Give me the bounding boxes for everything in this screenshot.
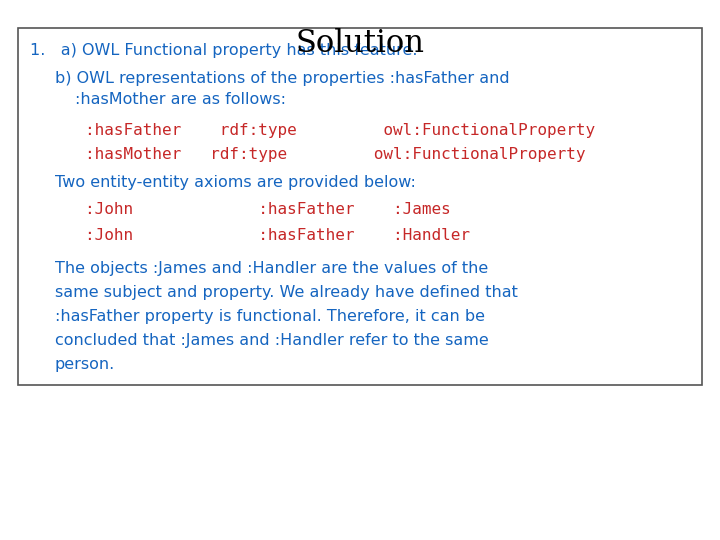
Text: person.: person. (55, 356, 115, 372)
Text: :hasMother are as follows:: :hasMother are as follows: (75, 92, 286, 107)
Text: Two entity-entity axioms are provided below:: Two entity-entity axioms are provided be… (55, 174, 416, 190)
Text: same subject and property. We already have defined that: same subject and property. We already ha… (55, 285, 518, 300)
Text: :John             :hasFather    :Handler: :John :hasFather :Handler (85, 227, 470, 242)
Text: Solution: Solution (295, 28, 425, 59)
Text: :John             :hasFather    :James: :John :hasFather :James (85, 202, 451, 218)
Text: :hasFather property is functional. Therefore, it can be: :hasFather property is functional. There… (55, 308, 485, 323)
FancyBboxPatch shape (18, 28, 702, 385)
Text: :hasMother   rdf:type         owl:FunctionalProperty: :hasMother rdf:type owl:FunctionalProper… (85, 147, 585, 163)
Text: :hasFather    rdf:type         owl:FunctionalProperty: :hasFather rdf:type owl:FunctionalProper… (85, 123, 595, 138)
Text: concluded that :James and :Handler refer to the same: concluded that :James and :Handler refer… (55, 333, 489, 348)
Text: 1.   a) OWL Functional property has this feature.: 1. a) OWL Functional property has this f… (30, 43, 418, 57)
Text: b) OWL representations of the properties :hasFather and: b) OWL representations of the properties… (55, 71, 510, 85)
Text: The objects :James and :Handler are the values of the: The objects :James and :Handler are the … (55, 260, 488, 275)
